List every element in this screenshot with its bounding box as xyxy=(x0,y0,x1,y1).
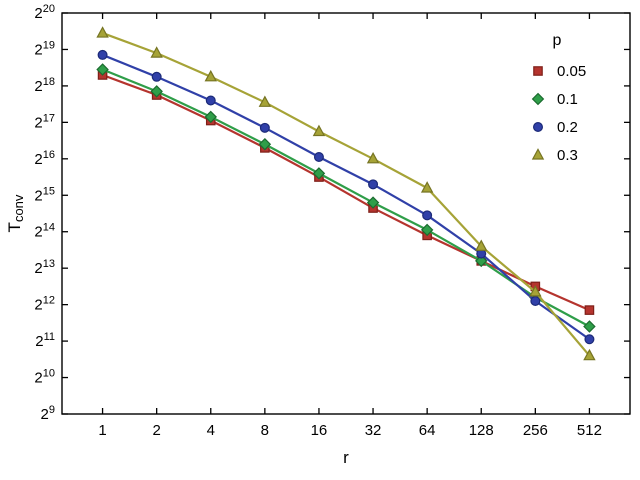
legend-entry-label: 0.3 xyxy=(557,147,578,164)
y-tick-label: 218 xyxy=(34,76,55,95)
data-point-marker xyxy=(204,69,217,82)
data-point-marker xyxy=(366,151,380,164)
x-tick-label: 2 xyxy=(152,422,160,439)
data-point-marker xyxy=(150,85,163,98)
x-tick-label: 32 xyxy=(365,422,382,439)
y-tick-label: 211 xyxy=(35,331,55,350)
x-axis-label: r xyxy=(343,448,349,467)
data-point-marker xyxy=(96,63,109,76)
legend-entry-label: 0.2 xyxy=(557,119,578,136)
y-tick-label: 212 xyxy=(34,295,55,314)
y-tick-label: 215 xyxy=(34,185,55,204)
x-tick-label: 512 xyxy=(577,422,602,439)
data-point-marker xyxy=(531,148,545,160)
data-point-marker xyxy=(368,179,379,190)
data-point-marker xyxy=(420,223,434,237)
data-point-marker xyxy=(258,137,272,151)
data-point-marker xyxy=(422,210,433,221)
data-point-marker xyxy=(366,196,380,209)
y-tick-label: 216 xyxy=(34,149,55,168)
legend-title: p xyxy=(553,32,562,49)
data-point-marker xyxy=(530,295,541,306)
x-tick-label: 128 xyxy=(469,422,494,439)
data-point-marker xyxy=(584,305,595,315)
y-tick-label: 29 xyxy=(41,404,55,423)
series-line-0.05 xyxy=(102,73,590,312)
data-point-marker xyxy=(312,124,326,137)
y-tick-label: 210 xyxy=(34,368,55,387)
x-tick-label: 64 xyxy=(419,422,436,439)
x-tick-label: 1 xyxy=(98,422,106,439)
data-point-marker xyxy=(420,181,434,193)
data-point-marker xyxy=(583,320,596,333)
y-axis-label: Tconv xyxy=(5,194,26,232)
y-tick-label: 217 xyxy=(34,112,55,131)
data-point-marker xyxy=(533,66,543,76)
legend-entry-label: 0.1 xyxy=(557,91,578,108)
data-point-marker xyxy=(312,167,326,180)
y-tick-label: 220 xyxy=(34,3,55,22)
data-point-marker xyxy=(529,285,542,297)
data-point-marker xyxy=(532,121,543,132)
data-point-marker xyxy=(531,92,545,106)
data-point-marker xyxy=(151,71,162,82)
series-line-0.3 xyxy=(102,32,591,357)
y-tick-label: 213 xyxy=(34,258,55,277)
data-point-marker xyxy=(96,26,109,38)
x-tick-label: 4 xyxy=(207,422,215,439)
data-point-marker xyxy=(313,151,324,162)
series-line-0.1 xyxy=(102,68,590,328)
legend-entry-label: 0.05 xyxy=(557,63,586,80)
data-point-marker xyxy=(150,46,163,58)
y-tick-label: 219 xyxy=(34,39,55,58)
data-point-marker xyxy=(259,122,270,133)
data-point-marker xyxy=(584,334,595,345)
data-point-marker xyxy=(583,348,596,361)
x-tick-label: 8 xyxy=(261,422,269,439)
data-point-marker xyxy=(204,110,218,124)
x-tick-label: 16 xyxy=(311,422,328,439)
series-line-0.2 xyxy=(102,53,591,341)
data-point-marker xyxy=(475,239,488,251)
data-point-marker xyxy=(205,95,216,106)
plot-frame xyxy=(61,12,631,415)
data-point-marker xyxy=(474,254,488,268)
data-point-marker xyxy=(258,95,272,107)
data-point-marker xyxy=(97,49,108,60)
y-tick-label: 214 xyxy=(34,222,55,241)
x-tick-label: 256 xyxy=(523,422,548,439)
